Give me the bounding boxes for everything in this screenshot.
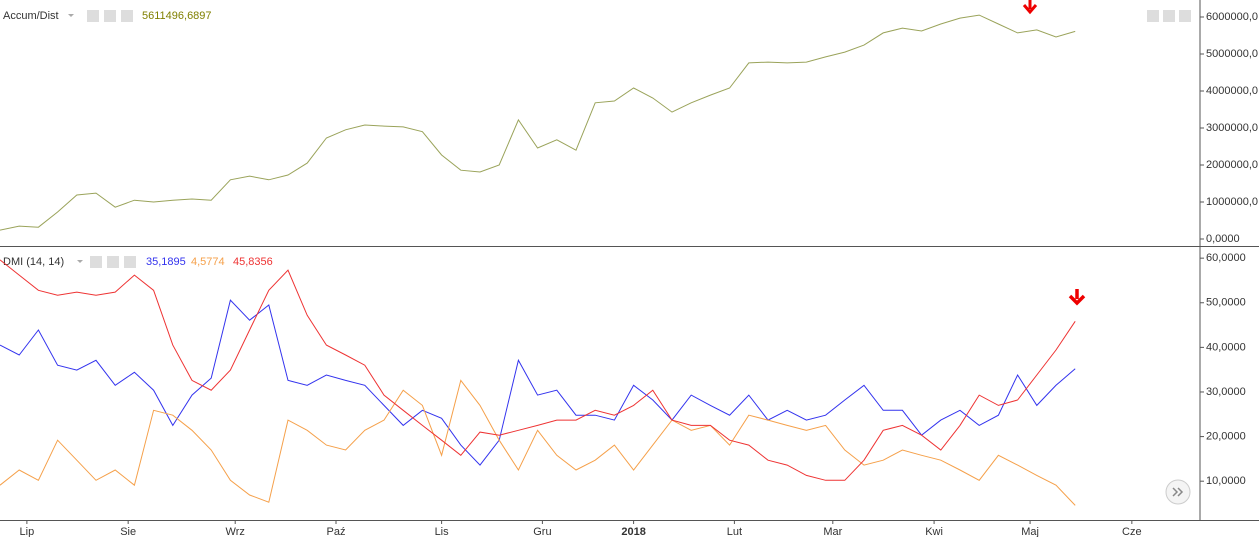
y-tick-label: 40,0000 (1206, 341, 1246, 353)
x-tick-label: Sie (120, 526, 136, 537)
legend-value: 45,8356 (233, 256, 273, 268)
y-tick-label: 4000000,0 (1206, 85, 1258, 97)
y-tick-label: 50,0000 (1206, 297, 1246, 309)
close-icon[interactable] (124, 256, 136, 268)
y-tick-label: 60,0000 (1206, 252, 1246, 264)
format-icon[interactable] (107, 256, 119, 268)
y-tick-label: 6000000,0 (1206, 11, 1258, 23)
close-icon[interactable] (121, 10, 133, 22)
move-up-icon[interactable] (1147, 10, 1159, 22)
annotation-arrow (1068, 289, 1086, 306)
x-tick-label: Maj (1021, 526, 1039, 537)
legend-value: 4,5774 (191, 256, 225, 268)
x-tick-label: Lut (727, 526, 742, 537)
y-tick-label: 5000000,0 (1206, 48, 1258, 60)
pane-title: Accum/Dist (3, 10, 59, 22)
y-tick-label: 2000000,0 (1206, 159, 1258, 171)
data-line (0, 299, 1076, 466)
format-icon[interactable] (104, 10, 116, 22)
dropdown-icon[interactable] (68, 14, 74, 17)
settings-icon[interactable] (90, 256, 102, 268)
x-tick-label: Gru (533, 526, 551, 537)
data-line (0, 379, 1076, 506)
x-tick-label: Mar (823, 526, 842, 537)
x-tick-label: 2018 (621, 526, 645, 537)
scroll-to-realtime-button[interactable] (1165, 479, 1191, 505)
x-tick-label: Cze (1122, 526, 1142, 537)
annotation-arrow (1022, 0, 1038, 15)
x-tick-label: Paź (327, 526, 346, 537)
y-tick-label: 0,0000 (1206, 233, 1240, 245)
settings-icon[interactable] (87, 10, 99, 22)
x-tick-label: Kwi (925, 526, 943, 537)
pane-title: DMI (14, 14) (3, 256, 64, 268)
data-line (0, 14, 1076, 231)
x-tick-label: Lis (435, 526, 450, 537)
dropdown-icon[interactable] (77, 260, 83, 263)
y-tick-label: 10,0000 (1206, 475, 1246, 487)
x-tick-label: Lip (20, 526, 35, 537)
y-tick-label: 1000000,0 (1206, 196, 1258, 208)
y-tick-label: 3000000,0 (1206, 122, 1258, 134)
maximize-icon[interactable] (1179, 10, 1191, 22)
x-tick-label: Wrz (226, 526, 245, 537)
y-tick-label: 30,0000 (1206, 386, 1246, 398)
move-down-icon[interactable] (1163, 10, 1175, 22)
legend-value: 35,1895 (146, 256, 186, 268)
data-line (0, 259, 1076, 481)
legend-value: 5611496,6897 (142, 10, 212, 22)
y-tick-label: 20,0000 (1206, 430, 1246, 442)
